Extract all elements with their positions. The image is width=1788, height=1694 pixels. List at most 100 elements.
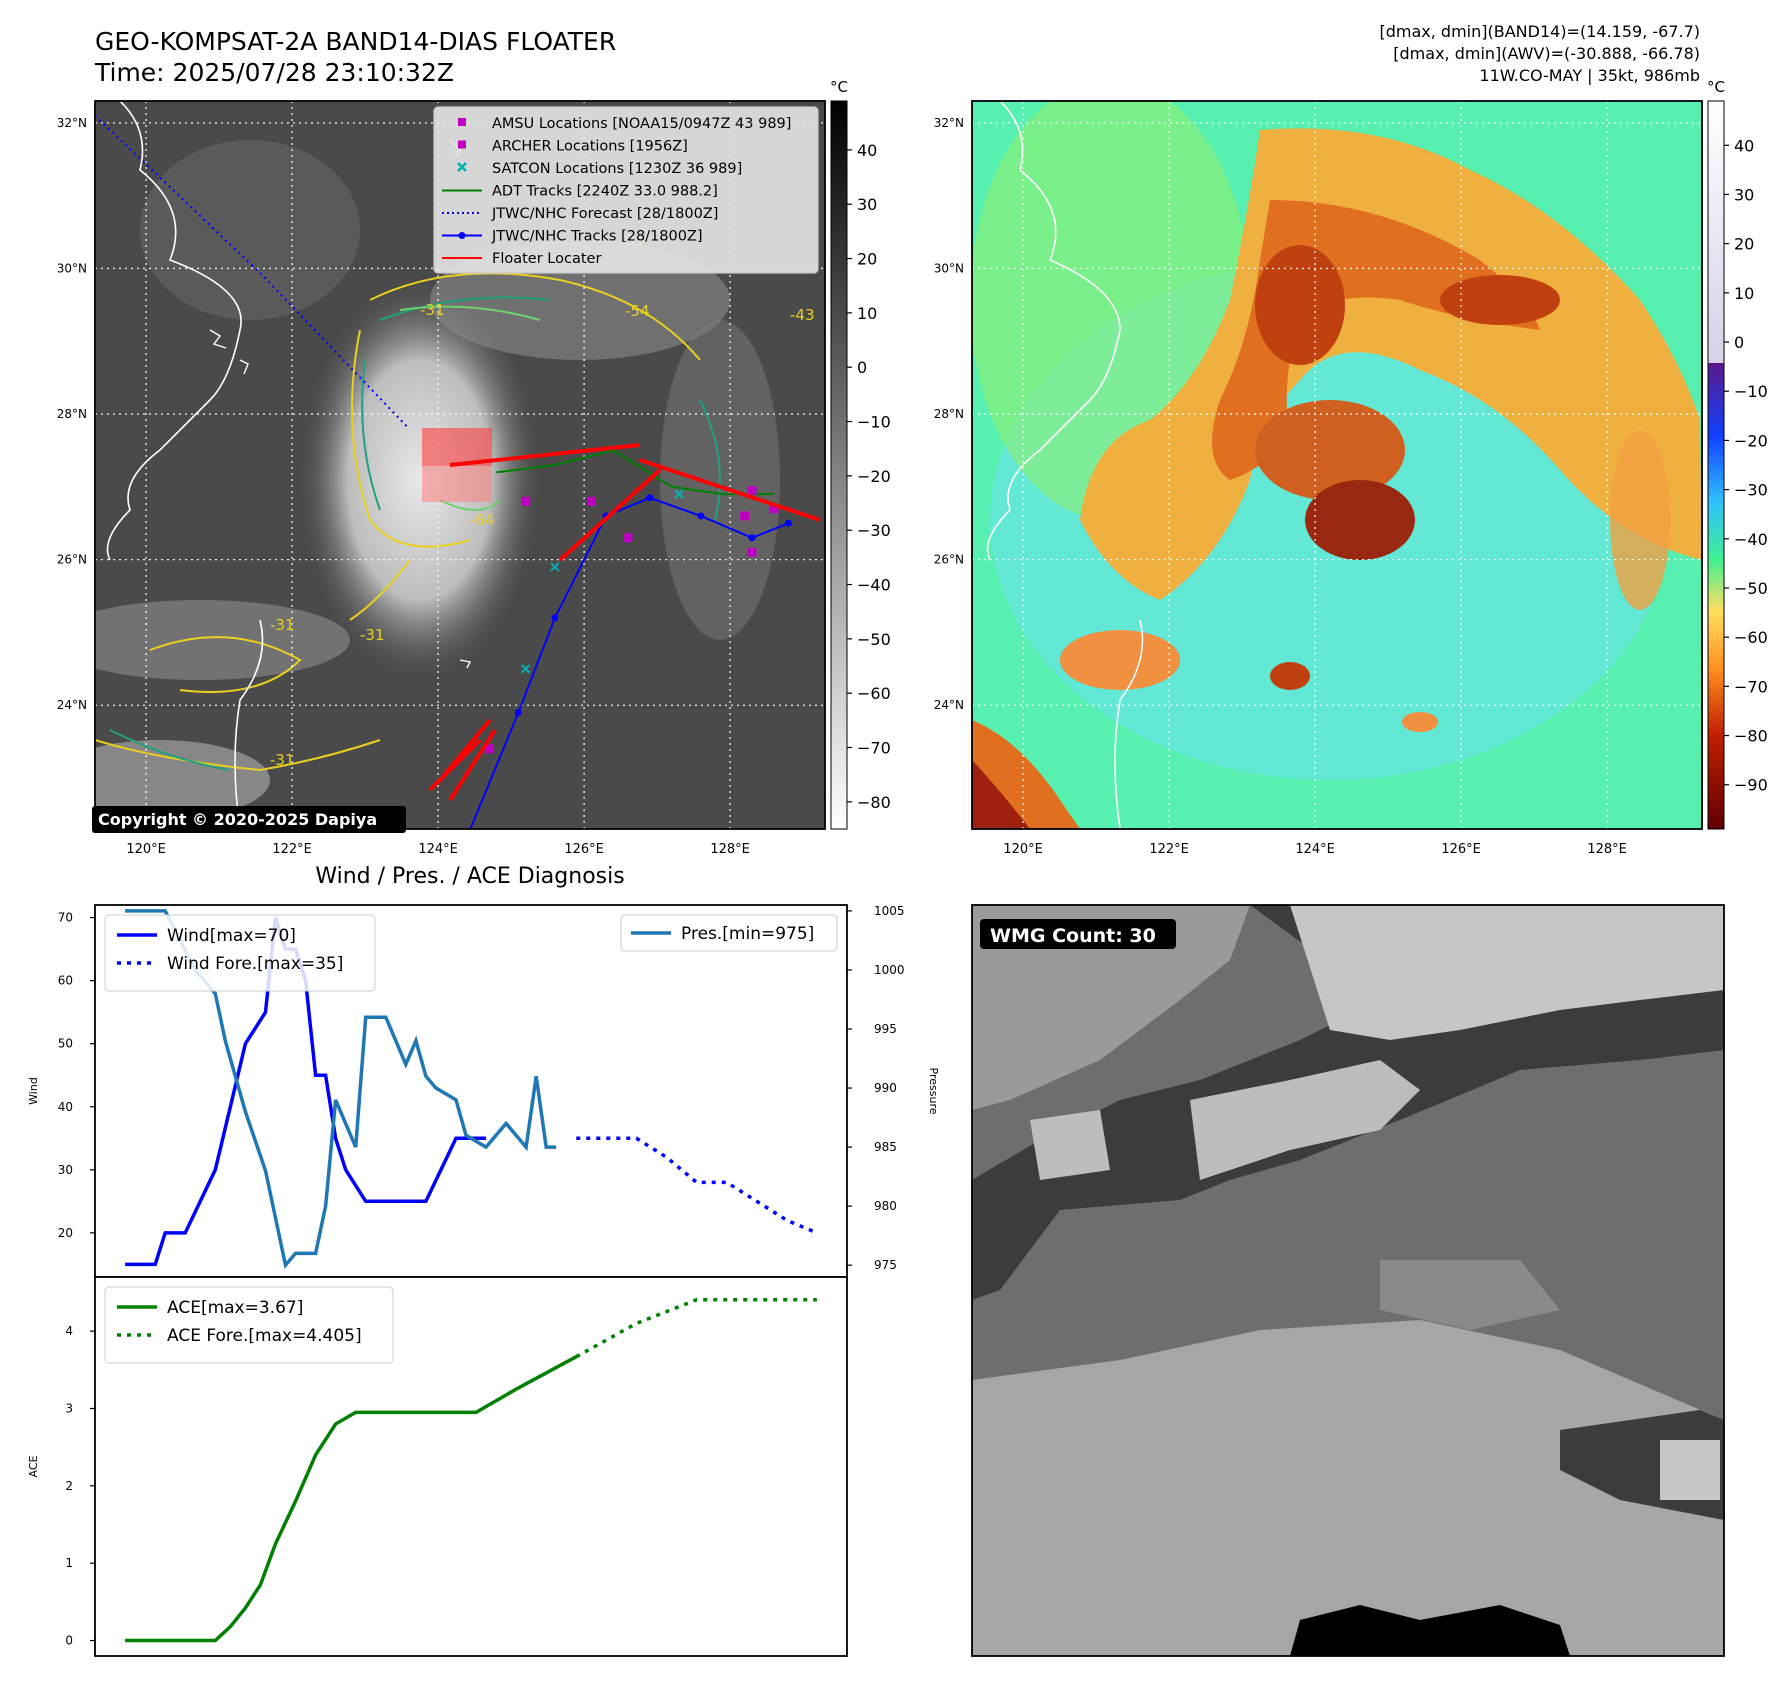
colorbar-tick-label: −60 bbox=[1734, 628, 1768, 647]
awv-map-panel bbox=[972, 101, 1702, 829]
y2-tick-label: 980 bbox=[874, 1199, 897, 1213]
lat-tick-label: 30°N bbox=[57, 261, 87, 275]
y-tick-label: 70 bbox=[58, 911, 73, 925]
colorbar-tick-label: 10 bbox=[857, 304, 877, 323]
legend-item: JTWC/NHC Forecast [28/1800Z] bbox=[442, 206, 718, 222]
chart-title: Wind / Pres. / ACE Diagnosis bbox=[315, 864, 624, 889]
y-axis-label: ACE bbox=[27, 1455, 40, 1477]
y2-tick-label: 975 bbox=[874, 1258, 897, 1272]
y-tick-label: 2 bbox=[65, 1479, 73, 1493]
colorbar-tick-label: 0 bbox=[1734, 333, 1744, 352]
lon-tick-label: 120°E bbox=[126, 842, 166, 857]
color-colorbar-unit: °C bbox=[1707, 78, 1725, 96]
legend-label: AMSU Locations [NOAA15/0947Z 43 989] bbox=[492, 116, 791, 132]
lon-tick-label: 120°E bbox=[1003, 842, 1043, 857]
info-band14: [dmax, dmin](BAND14)=(14.159, -67.7) bbox=[1380, 22, 1701, 41]
chart-legend bbox=[620, 914, 838, 952]
y-tick-label: 60 bbox=[58, 974, 73, 988]
series-line bbox=[575, 1298, 817, 1359]
info-storm: 11W.CO-MAY | 35kt, 986mb bbox=[1479, 66, 1700, 85]
lat-tick-label: 28°N bbox=[934, 407, 964, 421]
lon-tick-label: 124°E bbox=[418, 842, 458, 857]
legend-label: JTWC/NHC Tracks [28/1800Z] bbox=[491, 229, 703, 245]
copyright: Copyright © 2020-2025 Dapiya bbox=[98, 810, 377, 829]
legend-item: SATCON Locations [1230Z 36 989] bbox=[457, 161, 742, 177]
jtwc-forecast-line bbox=[95, 114, 410, 430]
jtwc-track-point bbox=[646, 494, 654, 502]
legend-item: AMSU Locations [NOAA15/0947Z 43 989] bbox=[458, 116, 791, 132]
contour-label: -31 bbox=[270, 616, 295, 634]
colorbar-tick-label: 0 bbox=[857, 358, 867, 377]
amsu-location-marker bbox=[586, 496, 596, 506]
y-tick-label: 20 bbox=[58, 1226, 73, 1240]
legend-item: ARCHER Locations [1956Z] bbox=[458, 139, 688, 155]
satcon-location-marker bbox=[674, 489, 684, 499]
figure-time: Time: 2025/07/28 23:10:32Z bbox=[94, 58, 454, 87]
colorbar-tick-label: 30 bbox=[857, 195, 877, 214]
colorbar-tick-label: −70 bbox=[1734, 677, 1768, 696]
colorbar-tick-label: −40 bbox=[857, 576, 891, 595]
colorbar-tick-label: −90 bbox=[1734, 776, 1768, 795]
legend-x-marker bbox=[457, 162, 467, 172]
chart-legend-label: Wind[max=70] bbox=[167, 926, 296, 946]
wind-pressure-panel: 20 30 40 50 60 70 Wind 975 980 985 990 995 1000 1005 P… bbox=[27, 904, 940, 1278]
amsu-location-marker bbox=[521, 496, 531, 506]
lat-tick-label: 32°N bbox=[934, 116, 964, 130]
y-tick-label: 3 bbox=[65, 1401, 73, 1415]
legend-label: SATCON Locations [1230Z 36 989] bbox=[492, 161, 742, 177]
legend-dot-marker bbox=[458, 232, 466, 239]
lat-tick-label: 26°N bbox=[57, 553, 87, 567]
contour-label: -54 bbox=[625, 302, 650, 320]
lon-tick-label: 126°E bbox=[564, 842, 604, 857]
legend-label: ADT Tracks [2240Z 33.0 988.2] bbox=[492, 184, 718, 200]
jtwc-track-point bbox=[551, 614, 559, 622]
satcon-location-marker bbox=[520, 664, 531, 674]
chart-legend-label: Wind Fore.[max=35] bbox=[167, 954, 343, 974]
legend-label: ARCHER Locations [1956Z] bbox=[492, 139, 688, 155]
lat-tick-label: 26°N bbox=[934, 553, 964, 567]
colorbar-tick-label: 40 bbox=[857, 141, 877, 160]
lon-tick-label: 126°E bbox=[1441, 842, 1481, 857]
contour-label: -31 bbox=[360, 626, 385, 644]
colorbar-tick-label: −20 bbox=[857, 467, 891, 486]
chart-legend bbox=[104, 914, 376, 992]
colorbar-tick-label: −50 bbox=[857, 630, 891, 649]
colorbar-tick-label: 20 bbox=[1734, 235, 1754, 254]
amsu-location-marker bbox=[769, 504, 779, 514]
jtwc-track-point bbox=[464, 833, 471, 840]
satcon-location-marker bbox=[550, 562, 560, 572]
jtwc-track-point bbox=[785, 519, 792, 527]
y-axis-label: Wind bbox=[27, 1077, 40, 1105]
amsu-location-marker bbox=[623, 533, 633, 543]
chart-legend bbox=[104, 1286, 394, 1364]
figure-title: GEO-KOMPSAT-2A BAND14-DIAS FLOATER bbox=[95, 27, 616, 56]
y-tick-label: 4 bbox=[65, 1324, 73, 1338]
chart-legend-label: ACE[max=3.67] bbox=[167, 1298, 303, 1318]
legend-label: JTWC/NHC Forecast [28/1800Z] bbox=[491, 206, 718, 222]
legend-square-marker bbox=[458, 118, 466, 126]
y-tick-label: 40 bbox=[58, 1100, 73, 1114]
series-line bbox=[576, 1136, 818, 1235]
legend-square-marker bbox=[458, 140, 466, 149]
y2-tick-label: 990 bbox=[874, 1081, 897, 1095]
adt-track-line bbox=[496, 449, 774, 496]
lat-tick-label: 24°N bbox=[57, 698, 87, 712]
map-legend: AMSU Locations [NOAA15/0947Z 43 989] ARCH… bbox=[433, 106, 819, 274]
color-colorbar: °C 40 30 20 10 0 −10 −20 −30 −40 −50 −60 −70 −80 −90 bbox=[1707, 78, 1768, 830]
colorbar-tick-label: 30 bbox=[1734, 185, 1754, 204]
lon-tick-label: 128°E bbox=[1587, 842, 1627, 857]
amsu-location-marker bbox=[740, 511, 750, 521]
colorbar-tick-label: −50 bbox=[1734, 579, 1768, 598]
y2-tick-label: 995 bbox=[874, 1022, 897, 1036]
contour-label: -31 bbox=[420, 301, 445, 319]
colorbar-tick-label: −10 bbox=[1734, 382, 1768, 401]
gray-colorbar: °C 40 30 20 10 0 −10 −20 −30 −40 −50 −60 −70 −80 bbox=[830, 78, 891, 830]
jtwc-track-line bbox=[469, 496, 789, 829]
gray-colorbar-unit: °C bbox=[830, 78, 848, 96]
amsu-location-marker bbox=[484, 744, 494, 754]
y2-tick-label: 1000 bbox=[874, 963, 905, 977]
y2-tick-label: 1005 bbox=[874, 904, 905, 918]
colorbar-tick-label: −80 bbox=[1734, 727, 1768, 746]
colorbar-tick-label: 10 bbox=[1734, 284, 1754, 303]
jtwc-track-point bbox=[748, 534, 756, 542]
